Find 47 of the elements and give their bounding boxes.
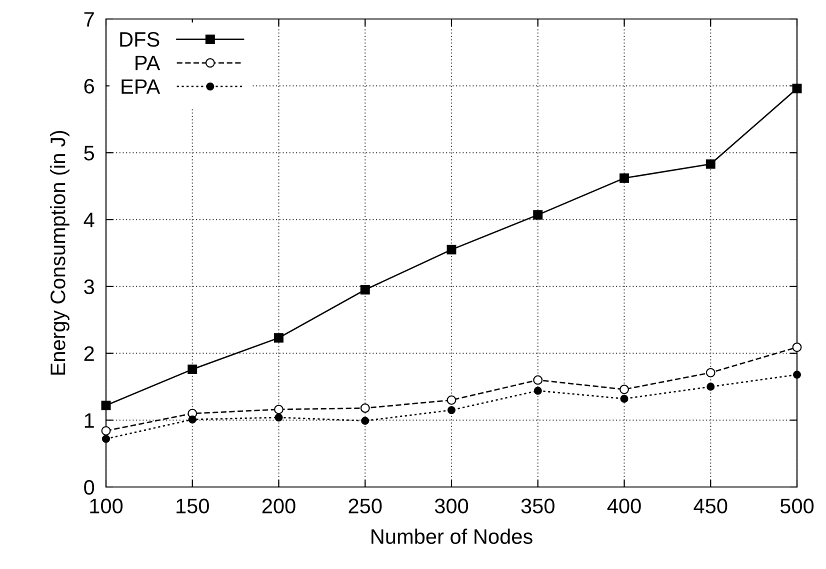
- y-tick-label: 5: [84, 146, 94, 160]
- point: [706, 159, 716, 169]
- point: [188, 415, 196, 424]
- legend-label: PA: [136, 56, 160, 70]
- point: [101, 426, 111, 436]
- x-tick-label: 250: [348, 498, 382, 514]
- point: [620, 394, 628, 403]
- point: [361, 416, 370, 425]
- y-tick-label: 2: [84, 346, 94, 361]
- x-tick-label: 300: [434, 498, 468, 514]
- point: [620, 173, 629, 183]
- x-tick-label: 200: [262, 498, 296, 514]
- point: [360, 285, 370, 294]
- point: [360, 403, 370, 413]
- point: [446, 395, 456, 405]
- y-tick-label: 1: [84, 413, 94, 428]
- y-tick-label: 0: [84, 480, 94, 495]
- point: [620, 384, 629, 394]
- x-tick-label: 500: [780, 498, 814, 514]
- y-tick-label: 6: [84, 78, 94, 94]
- point: [446, 244, 456, 254]
- y-tick-label: 4: [84, 212, 94, 228]
- x-tick-label: 400: [607, 498, 641, 514]
- point: [792, 342, 802, 352]
- point: [706, 368, 716, 378]
- point: [274, 404, 284, 414]
- y-tick-label: 3: [84, 279, 94, 294]
- x-axis-title: Number of Nodes: [372, 528, 532, 544]
- x-tick-label: 350: [521, 498, 554, 514]
- point: [101, 400, 111, 410]
- point: [533, 375, 543, 385]
- point: [274, 413, 283, 422]
- point: [188, 364, 198, 374]
- point: [102, 434, 110, 443]
- y-axis-title: Energy Consumption (in J): [50, 130, 70, 375]
- point: [792, 370, 802, 379]
- legend-label: EPA: [122, 79, 160, 94]
- point: [447, 406, 456, 414]
- x-tick-label: 100: [90, 498, 123, 514]
- y-tick-label: 7: [84, 12, 94, 27]
- point: [274, 333, 284, 343]
- x-tick-label: 150: [176, 498, 209, 514]
- legend-label: DFS: [120, 32, 160, 47]
- x-tick-label: 450: [694, 498, 728, 514]
- point: [533, 210, 543, 220]
- point: [706, 382, 715, 391]
- point: [534, 386, 542, 395]
